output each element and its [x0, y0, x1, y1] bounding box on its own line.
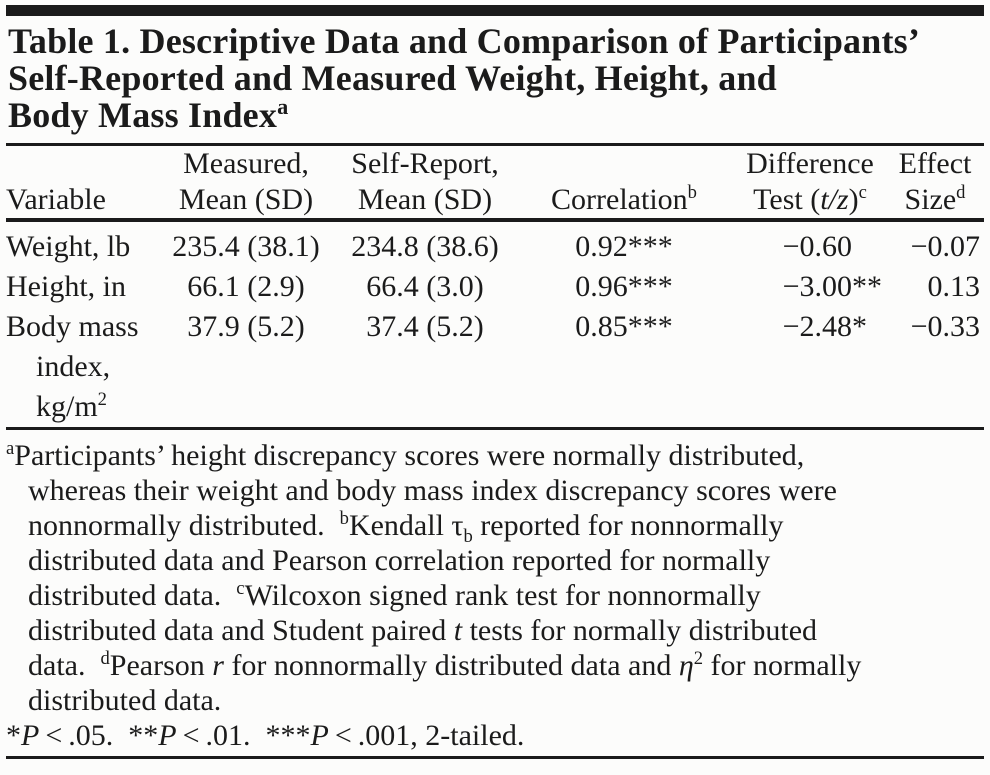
table-body: Weight, lb 235.4 (38.1) 234.8 (38.6) 0.9… [6, 220, 984, 427]
difference-value: −0.60 [782, 230, 852, 263]
table-page: Table 1. Descriptive Data and Comparison… [0, 5, 990, 775]
header-variable: Variable [6, 146, 156, 222]
cell-height-self-report: 66.4 (3.0) [366, 270, 484, 303]
header-effect-size: Effect Sized [886, 146, 984, 222]
cell-weight-difference: −0.60 [734, 220, 886, 267]
cell-height-effect-size: 0.13 [927, 270, 981, 303]
cell-bmi-measured: 37.9 (5.2) [187, 310, 305, 343]
cell-height-variable: Height, in [6, 270, 126, 303]
table-row-weight: Weight, lb 235.4 (38.1) 234.8 (38.6) 0.9… [6, 220, 984, 267]
cell-height-correlation: 0.96*** [575, 270, 673, 303]
cell-bmi-correlation: 0.85*** [575, 310, 673, 343]
table-footnote-rule [6, 427, 984, 430]
difference-value: −2.48 [782, 310, 852, 343]
cell-bmi-self-report: 37.4 (5.2) [366, 310, 484, 343]
footnote-note: aParticipants’ height discrepancy scores… [6, 438, 862, 717]
table-title: Table 1. Descriptive Data and Comparison… [8, 21, 921, 135]
footnotes: aParticipants’ height discrepancy scores… [6, 438, 984, 753]
header-measured: Measured, Mean (SD) [156, 146, 336, 222]
cell-bmi-effect-size: −0.33 [910, 310, 980, 343]
cell-weight-variable: Weight, lb [6, 230, 131, 263]
descriptive-data-table: Variable Measured, Mean (SD) Self-Report,… [6, 146, 984, 427]
header-row: Variable Measured, Mean (SD) Self-Report,… [6, 146, 984, 222]
cell-bmi-variable: Body mass index, kg/m2 [6, 310, 139, 423]
title-rule [6, 143, 984, 146]
table-row-bmi: Body mass index, kg/m2 37.9 (5.2) 37.4 (5.… [6, 307, 984, 427]
footnote-significance: *P < .05. **P < .01. ***P < .001, 2-tail… [6, 719, 525, 752]
table-header: Variable Measured, Mean (SD) Self-Report,… [6, 146, 984, 222]
cell-height-difference: −3.00** [734, 267, 886, 307]
cell-weight-correlation: 0.92*** [575, 230, 673, 263]
header-correlation: Correlationb [514, 146, 734, 222]
table-row-height: Height, in 66.1 (2.9) 66.4 (3.0) 0.96***… [6, 267, 984, 307]
difference-value: −3.00 [782, 270, 852, 303]
difference-stars: * [852, 310, 867, 343]
cell-height-measured: 66.1 (2.9) [187, 270, 305, 303]
header-self-report: Self-Report, Mean (SD) [336, 146, 514, 222]
top-rule-bar [6, 5, 984, 16]
cell-weight-measured: 235.4 (38.1) [172, 230, 320, 263]
header-difference: Difference Test (t/z)c [734, 146, 886, 222]
cell-bmi-difference: −2.48* [734, 307, 886, 427]
difference-stars: ** [852, 270, 882, 303]
cell-weight-effect-size: −0.07 [910, 230, 980, 263]
page-bottom-rule [6, 756, 984, 759]
cell-weight-self-report: 234.8 (38.6) [351, 230, 499, 263]
